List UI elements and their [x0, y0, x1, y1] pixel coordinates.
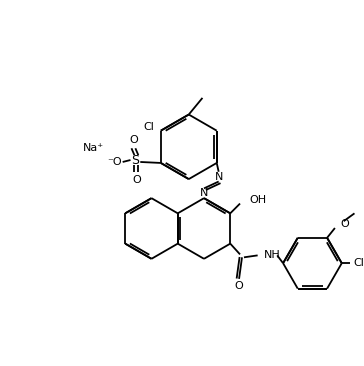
Text: Cl: Cl	[353, 258, 364, 268]
Text: O: O	[132, 175, 141, 184]
Text: O: O	[341, 219, 349, 229]
Text: O: O	[129, 135, 138, 145]
Text: S: S	[131, 153, 139, 167]
Text: O: O	[235, 281, 244, 291]
Text: NH: NH	[264, 250, 280, 260]
Text: N: N	[200, 188, 208, 198]
Text: N: N	[214, 172, 223, 182]
Text: Na⁺: Na⁺	[83, 143, 104, 153]
Text: Cl: Cl	[144, 122, 154, 132]
Text: OH: OH	[250, 195, 267, 205]
Text: ⁻O: ⁻O	[107, 157, 122, 167]
